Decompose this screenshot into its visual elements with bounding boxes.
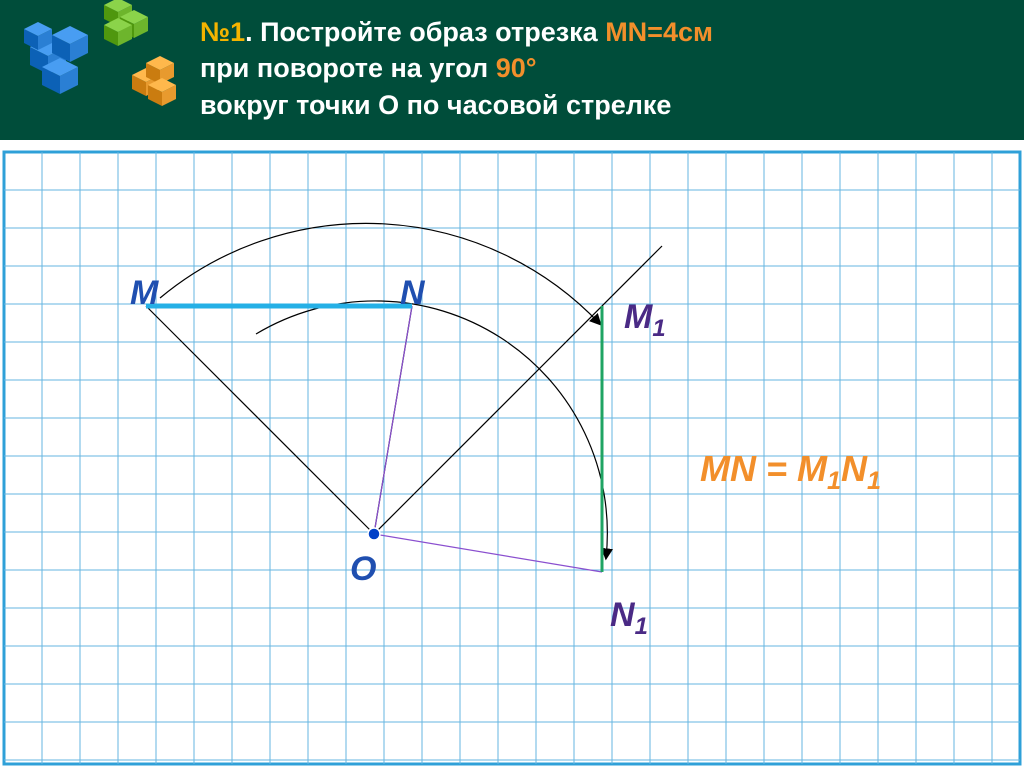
header-prefix: №1 bbox=[200, 17, 245, 47]
header-line2a: при повороте на угол bbox=[200, 53, 496, 83]
label-N: N bbox=[400, 274, 425, 313]
label-O: O bbox=[350, 550, 376, 589]
equation-MN-eq-M1N1: MN = M1N1 bbox=[700, 448, 881, 496]
problem-statement: №1. Постройте образ отрезка МN=4см при п… bbox=[200, 14, 1004, 123]
diagram-area: M N M1 N1 O MN = M1N1 bbox=[0, 148, 1024, 768]
header-bar: №1. Постройте образ отрезка МN=4см при п… bbox=[0, 0, 1024, 140]
label-M1: M1 bbox=[624, 298, 666, 343]
header-angle: 90° bbox=[496, 53, 537, 83]
header-dot: . bbox=[245, 17, 260, 47]
header-line3: вокруг точки О по часовой стрелке bbox=[200, 90, 671, 120]
header-line1a: Постройте образ отрезка bbox=[260, 17, 605, 47]
header-line1b: МN=4см bbox=[605, 17, 713, 47]
label-N1: N1 bbox=[610, 596, 648, 641]
label-M: M bbox=[130, 274, 158, 313]
decorative-cubes bbox=[0, 0, 190, 132]
